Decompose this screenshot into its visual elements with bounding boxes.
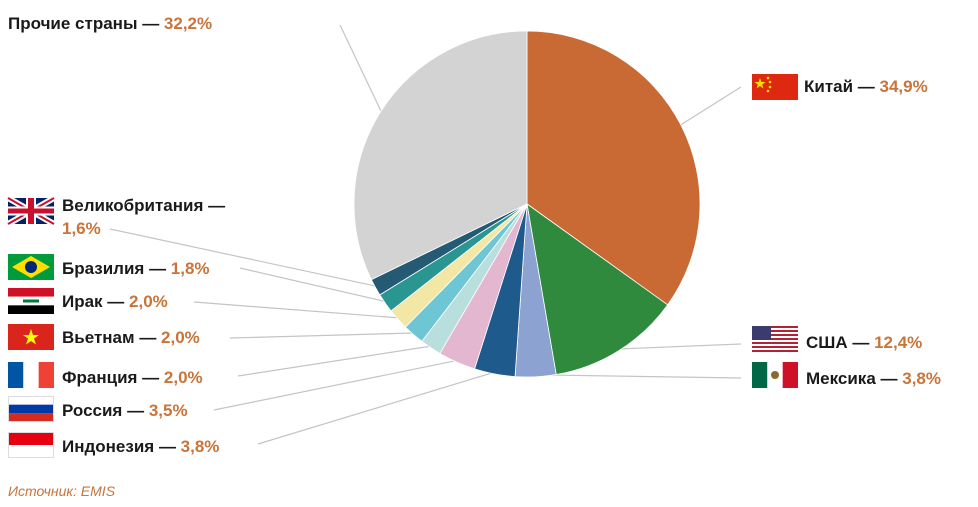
slice-label-10: Прочие страны — 32,2% (8, 14, 212, 33)
pie-slices (353, 30, 701, 378)
pie-slice-10 (353, 30, 528, 281)
slice-dash: — (848, 333, 874, 352)
leader-line-7 (193, 301, 400, 319)
slice-name: Франция (62, 368, 137, 387)
leader-line-5 (237, 345, 432, 377)
slice-dash: — (203, 196, 225, 215)
slice-label-8: Бразилия — 1,8% (62, 259, 210, 278)
brazil-flag-icon (8, 254, 54, 280)
slice-dash: — (876, 369, 902, 388)
leader-line-2 (535, 374, 742, 379)
russia-flag-icon (8, 396, 54, 422)
slice-name: Индонезия (62, 437, 154, 456)
slice-name: США (806, 333, 848, 352)
slice-dash: — (135, 328, 161, 347)
slice-name: Ирак (62, 292, 103, 311)
slice-percent: 32,2% (164, 14, 212, 33)
slice-percent: 2,0% (161, 328, 200, 347)
slice-percent: 3,5% (149, 401, 188, 420)
slice-percent: 3,8% (181, 437, 220, 456)
slice-label-9: Великобритания — 1,6% (62, 196, 225, 238)
slice-percent: 1,8% (171, 259, 210, 278)
slice-dash: — (137, 368, 163, 387)
slice-label-0: Китай — 34,9% (804, 77, 928, 96)
slice-name: Вьетнам (62, 328, 135, 347)
leader-line-3 (257, 371, 496, 445)
usa-flag-icon (752, 326, 798, 352)
pie-slice-1 (526, 203, 669, 375)
leader-line-4 (213, 359, 458, 411)
slice-dash: — (122, 401, 148, 420)
slice-name: Китай (804, 77, 853, 96)
slice-name: Россия (62, 401, 122, 420)
slice-label-6: Вьетнам — 2,0% (62, 328, 200, 347)
slice-percent: 34,9% (880, 77, 928, 96)
slice-percent: 3,8% (902, 369, 941, 388)
slice-percent: 1,6% (62, 219, 101, 238)
slice-percent: 12,4% (874, 333, 922, 352)
slice-percent: 2,0% (129, 292, 168, 311)
slice-name: Великобритания (62, 196, 203, 215)
slice-label-7: Ирак — 2,0% (62, 292, 168, 311)
slice-dash: — (103, 292, 129, 311)
mexico-flag-icon (752, 362, 798, 388)
leader-line-10 (339, 24, 383, 114)
slice-label-5: Франция — 2,0% (62, 368, 203, 387)
slice-dash: — (144, 259, 170, 278)
slice-label-3: Индонезия — 3,8% (62, 437, 219, 456)
leader-line-6 (229, 332, 415, 339)
slice-name: Мексика (806, 369, 876, 388)
slice-name: Прочие страны (8, 14, 137, 33)
slice-label-4: Россия — 3,5% (62, 401, 188, 420)
china-flag-icon (752, 74, 798, 100)
leader-line-9 (109, 228, 378, 287)
pie-slice-0 (526, 30, 701, 306)
france-flag-icon (8, 362, 54, 388)
leader-line-0 (678, 86, 742, 127)
indonesia-flag-icon (8, 432, 54, 458)
slice-label-2: Мексика — 3,8% (806, 369, 941, 388)
slice-name: Бразилия (62, 259, 144, 278)
leader-line-8 (239, 267, 387, 303)
slice-dash: — (853, 77, 879, 96)
slice-label-1: США — 12,4% (806, 333, 922, 352)
uk-flag-icon (6, 195, 56, 227)
leader-line-1 (617, 343, 742, 350)
slice-dash: — (137, 14, 163, 33)
vietnam-flag-icon (8, 324, 54, 350)
source-note: Источник: EMIS (8, 483, 116, 499)
slice-dash: — (154, 437, 180, 456)
iraq-flag-icon (8, 288, 54, 314)
slice-percent: 2,0% (164, 368, 203, 387)
